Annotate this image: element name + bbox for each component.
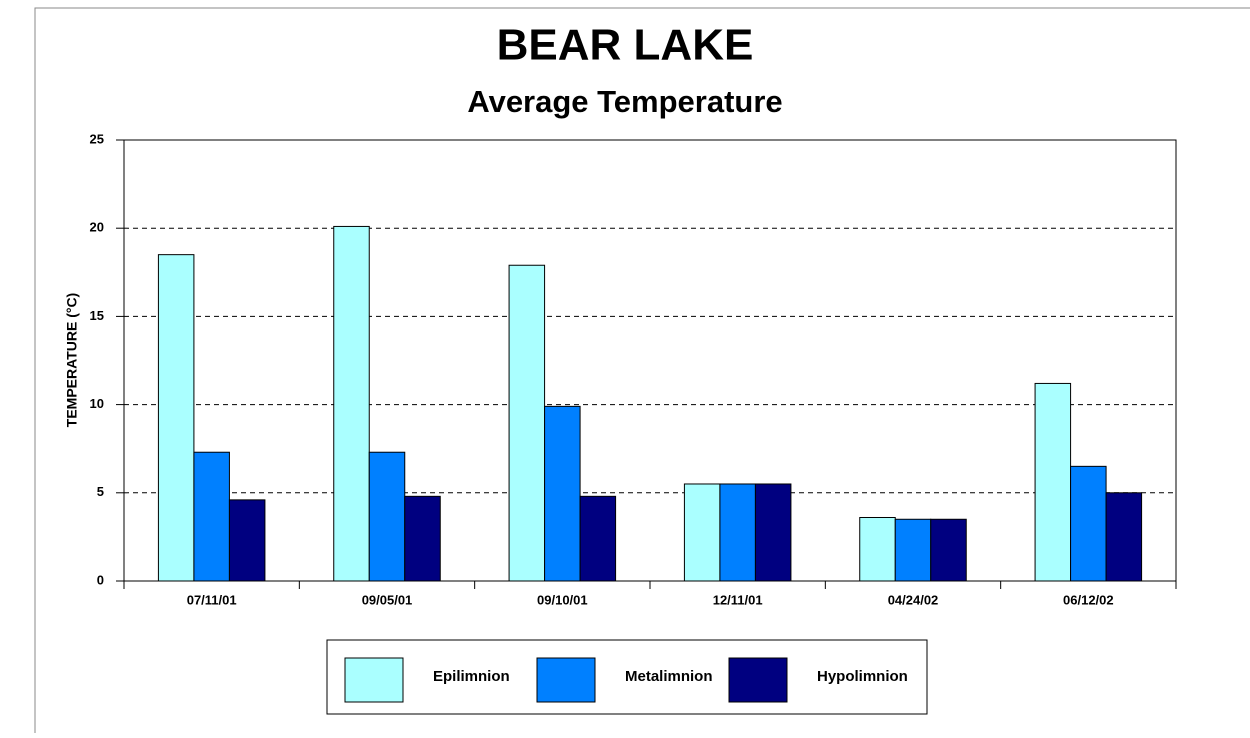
- x-tick-label: 09/05/01: [362, 592, 413, 607]
- bar: [544, 405, 581, 582]
- legend-label: Hypolimnion: [817, 668, 908, 685]
- y-tick-label: 10: [90, 396, 104, 411]
- bar: [1034, 382, 1072, 582]
- bar: [719, 483, 756, 582]
- y-tick-label: 0: [97, 572, 104, 587]
- x-tick-label: 04/24/02: [888, 592, 939, 607]
- x-tick-label: 12/11/01: [713, 592, 763, 607]
- chart-subtitle: Average Temperature: [467, 84, 782, 119]
- bar: [368, 451, 406, 582]
- y-tick-label: 5: [97, 484, 104, 499]
- bar: [859, 516, 896, 582]
- x-tick-label: 09/10/01: [537, 592, 588, 607]
- plot-area: [123, 139, 1177, 582]
- legend-swatch: [536, 657, 596, 703]
- chart-title: BEAR LAKE: [497, 21, 754, 70]
- legend-swatch: [344, 657, 404, 703]
- bar: [754, 483, 792, 582]
- bar: [508, 264, 546, 582]
- y-tick-label: 25: [90, 131, 104, 146]
- bar: [404, 495, 441, 582]
- bar: [579, 495, 617, 582]
- y-tick-label: 15: [90, 308, 104, 323]
- x-tick-label: 07/11/01: [187, 592, 237, 607]
- x-tick-label: 06/12/02: [1063, 592, 1114, 607]
- bar: [1105, 492, 1143, 582]
- bar: [683, 483, 721, 582]
- bar: [930, 518, 967, 582]
- bar: [1070, 465, 1107, 582]
- bar: [228, 499, 266, 582]
- bar: [894, 518, 932, 582]
- legend-label: Epilimnion: [433, 668, 510, 685]
- y-tick-label: 20: [90, 220, 104, 235]
- bar: [333, 225, 370, 582]
- legend-box: [326, 639, 928, 715]
- legend-swatch: [728, 657, 788, 703]
- y-axis-label: TEMPERATURE (°C): [64, 293, 80, 427]
- chart-frame: [34, 7, 1250, 738]
- legend-label: Metalimnion: [625, 668, 713, 685]
- bar: [193, 451, 230, 582]
- bar: [157, 254, 195, 582]
